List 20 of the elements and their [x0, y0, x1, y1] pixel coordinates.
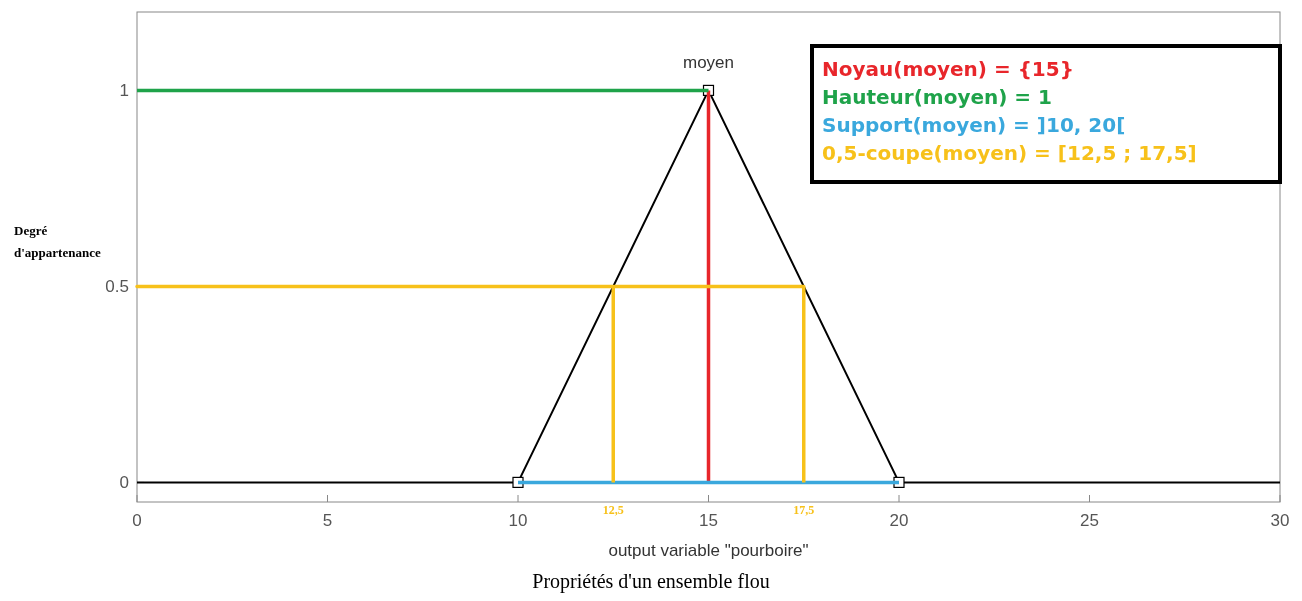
annotation: 17,5 — [793, 503, 815, 518]
y-axis-title: Degré d'appartenance — [14, 223, 101, 260]
x-axis-title: output variable "pourboire" — [608, 541, 809, 560]
x-tick-label: 0 — [132, 511, 142, 530]
y-tick-label: 0.5 — [105, 277, 129, 297]
text: Hauteur(moyen) = 1 — [822, 85, 1052, 109]
x-tick-label: 20 — [889, 511, 909, 530]
x-tick-label: 10 — [508, 511, 528, 530]
text: Propriétés d'un ensemble flou — [532, 570, 770, 593]
x-tick-label: 25 — [1080, 511, 1099, 530]
x-tick-label: 15 — [699, 511, 718, 530]
text: 0,5-coupe(moyen) = [12,5 ; 17,5] — [822, 141, 1197, 165]
x-tick-label: 5 — [322, 511, 333, 530]
text: Noyau(moyen) = {15} — [822, 57, 1074, 81]
annotation: 12,5 — [602, 503, 624, 518]
text: Support(moyen) = ]10, 20[ — [822, 113, 1126, 137]
y-tick-label: 1 — [119, 81, 129, 101]
x-tick-label: 30 — [1270, 511, 1290, 530]
annotation: moyen — [682, 53, 735, 73]
y-tick-label: 0 — [119, 473, 129, 493]
